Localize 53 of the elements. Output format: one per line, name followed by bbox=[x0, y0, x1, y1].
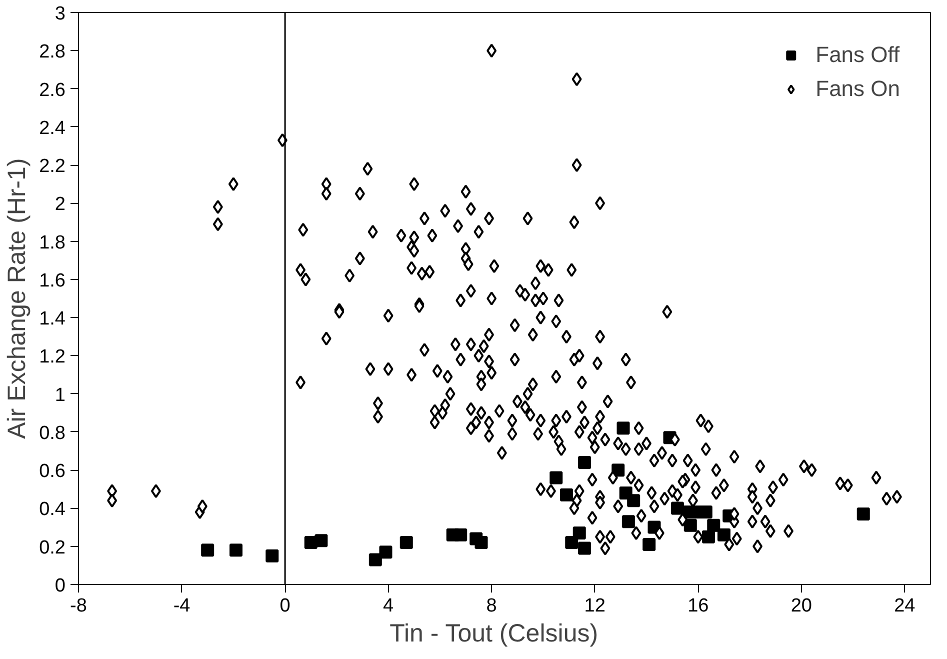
y-tick-label: 1 bbox=[54, 384, 66, 406]
y-tick-label: 0.4 bbox=[39, 499, 66, 520]
x-tick-label: 0 bbox=[280, 596, 290, 616]
point bbox=[201, 544, 214, 557]
x-tick-label: 4 bbox=[383, 596, 394, 616]
legend-label: Fans On bbox=[816, 76, 900, 102]
y-tick-label: 0 bbox=[54, 576, 66, 596]
legend-label: Fans Off bbox=[816, 42, 900, 68]
point bbox=[578, 456, 592, 469]
point bbox=[702, 530, 715, 544]
x-tick-label: 20 bbox=[790, 596, 812, 616]
point bbox=[229, 544, 242, 557]
point bbox=[684, 518, 697, 532]
point bbox=[474, 536, 488, 550]
y-axis-title: Air Exchange Rate (Hr-1) bbox=[3, 158, 32, 439]
point bbox=[565, 536, 578, 550]
y-tick-label: 0.8 bbox=[39, 422, 66, 444]
y-tick-label: 0.6 bbox=[39, 461, 66, 482]
x-tick-label: 24 bbox=[894, 596, 916, 616]
y-tick-label: 2.8 bbox=[39, 42, 66, 63]
point bbox=[627, 494, 640, 508]
y-tick-label: 0.2 bbox=[39, 537, 66, 558]
point bbox=[266, 549, 279, 562]
y-tick-label: 1.8 bbox=[39, 232, 66, 254]
y-tick-label: 2.2 bbox=[39, 156, 66, 178]
point bbox=[707, 518, 720, 532]
x-tick-label: 16 bbox=[688, 596, 709, 616]
point bbox=[379, 546, 392, 559]
point bbox=[550, 471, 563, 484]
point bbox=[578, 542, 592, 555]
y-tick-label: 1.4 bbox=[39, 308, 66, 330]
point bbox=[454, 528, 468, 542]
x-tick-label: -8 bbox=[70, 596, 87, 616]
point bbox=[314, 534, 328, 548]
y-tick-label: 1.6 bbox=[39, 270, 66, 292]
x-tick-label: 12 bbox=[584, 596, 606, 616]
point bbox=[368, 553, 382, 566]
point bbox=[400, 536, 413, 550]
y-tick-label: 3 bbox=[54, 4, 66, 24]
y-tick-label: 1.2 bbox=[39, 346, 66, 368]
point bbox=[717, 528, 730, 542]
y-tick-label: 2.6 bbox=[39, 80, 66, 101]
point bbox=[856, 507, 870, 520]
point bbox=[622, 515, 635, 528]
x-axis-title: Tin - Tout (Celsius) bbox=[390, 620, 598, 648]
point bbox=[616, 422, 630, 435]
point bbox=[572, 526, 586, 540]
point bbox=[642, 538, 656, 551]
point bbox=[560, 488, 573, 502]
y-tick-label: 2 bbox=[54, 194, 66, 216]
y-tick-label: 2.4 bbox=[39, 118, 66, 139]
x-tick-label: -4 bbox=[173, 596, 191, 616]
x-tick-label: 8 bbox=[486, 596, 497, 616]
